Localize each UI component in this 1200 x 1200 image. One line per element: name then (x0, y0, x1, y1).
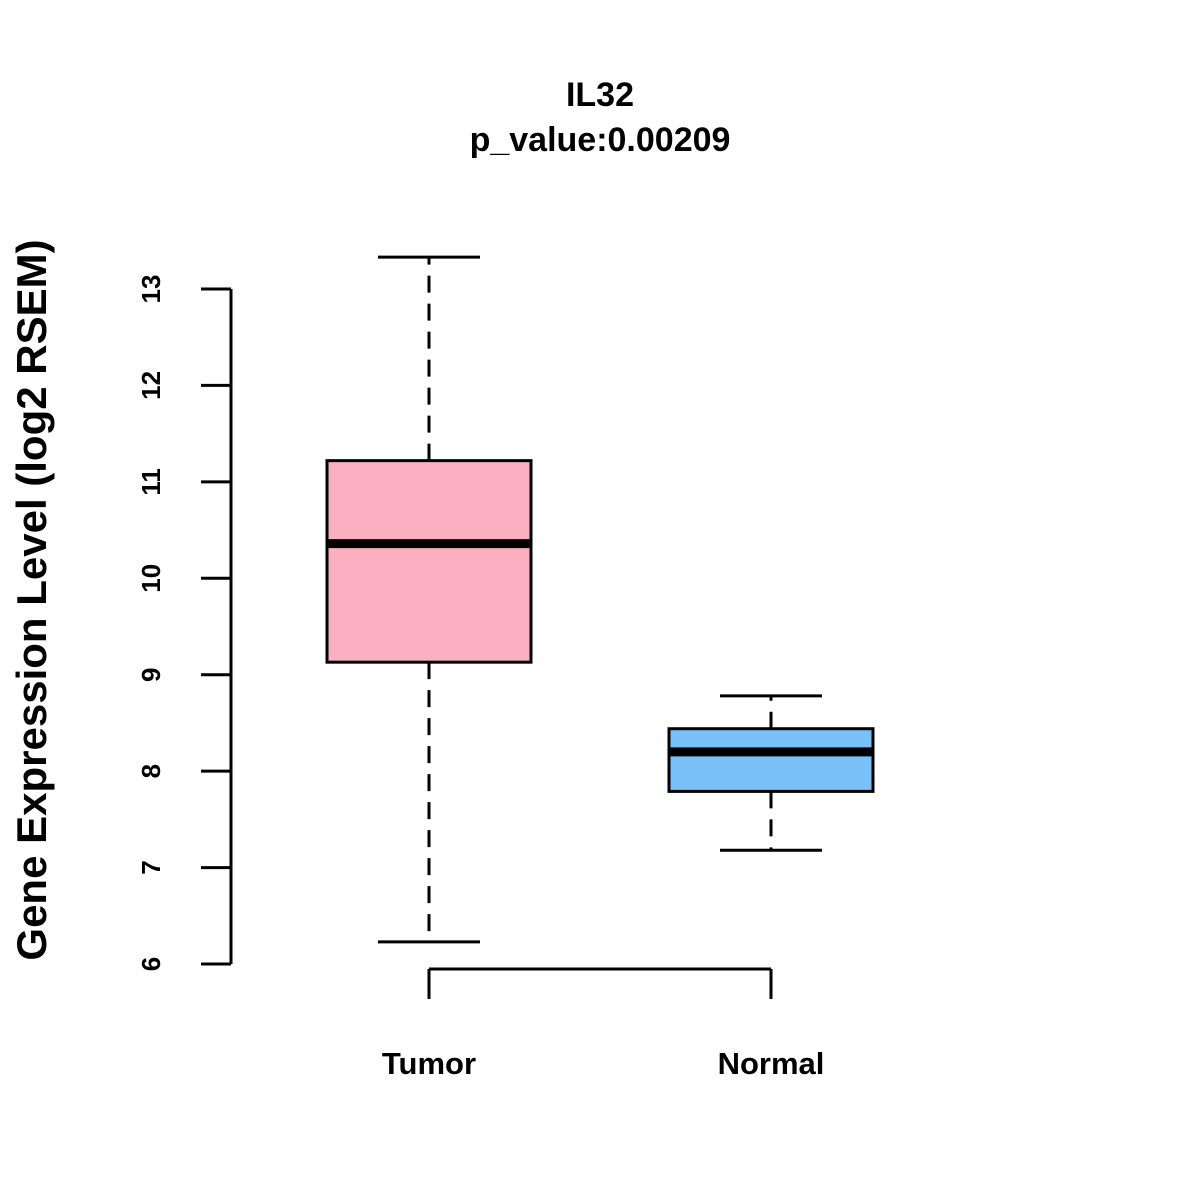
iqr-box (325, 459, 533, 664)
chart-title: IL32 (566, 76, 634, 114)
y-tick-label: 13 (136, 275, 166, 304)
x-tick-label: Normal (718, 1046, 825, 1081)
iqr-box (667, 727, 875, 793)
y-axis: 6 7 8 9 10 11 12 13 (136, 275, 233, 971)
y-tick-label: 7 (136, 860, 166, 874)
y-tick-label: 10 (136, 564, 166, 593)
y-axis-label: Gene Expression Level (log2 RSEM) (8, 239, 55, 960)
x-axis: Tumor Normal (382, 967, 825, 1081)
y-tick-label: 11 (136, 468, 166, 496)
box-normal (667, 694, 875, 852)
boxes (325, 255, 875, 944)
x-tick-label: Tumor (382, 1046, 476, 1081)
y-tick-label: 9 (136, 667, 166, 681)
box-tumor (325, 255, 533, 944)
chart-subtitle: p_value:0.00209 (470, 121, 731, 159)
y-tick-label: 6 (136, 957, 166, 971)
y-tick-label: 12 (136, 371, 166, 400)
y-tick-label: 8 (136, 764, 166, 778)
